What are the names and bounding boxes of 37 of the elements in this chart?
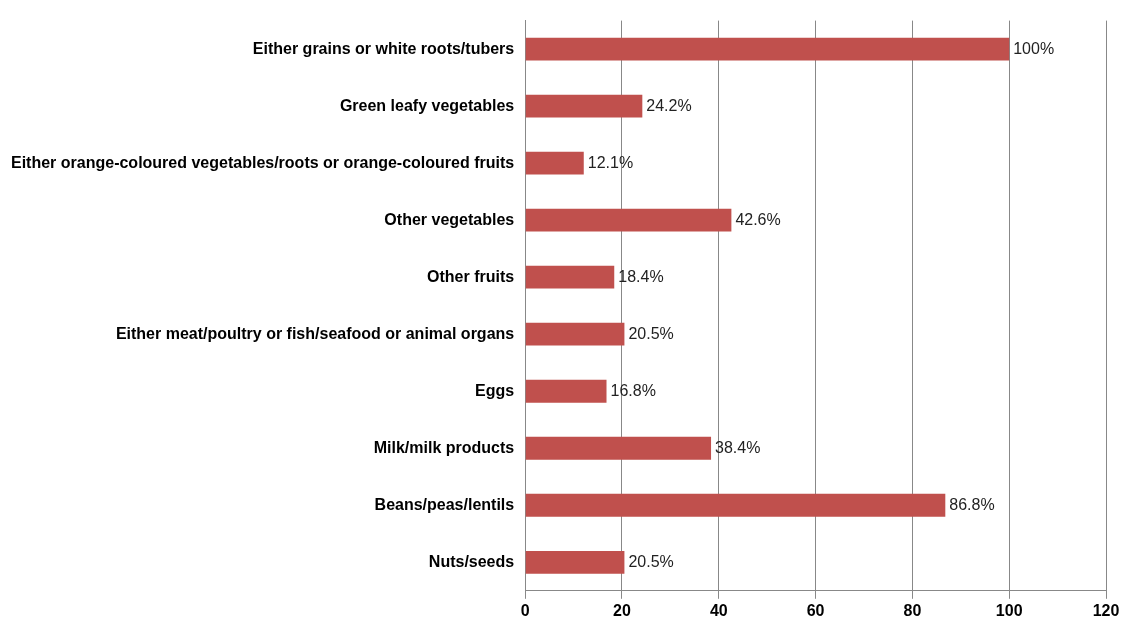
y-tick-label: Other fruits (427, 267, 515, 285)
y-tick-label: Other vegetables (384, 210, 515, 228)
x-tick-label: 20 (613, 601, 631, 619)
y-tick-label: Either meat/poultry or fish/seafood or animal organs (115, 324, 515, 342)
data-label: 12.1% (587, 153, 634, 171)
bar (525, 379, 607, 403)
x-tick-label: 80 (903, 601, 922, 619)
x-tick-label: 0 (520, 601, 530, 619)
y-tick-label: Either grains or white roots/tubers (252, 39, 515, 57)
bar (525, 550, 625, 574)
bar (525, 151, 584, 175)
x-tick-label: 120 (1092, 601, 1120, 619)
y-tick-label: Beans/peas/lentils (374, 495, 515, 513)
x-tick-label: 40 (709, 601, 728, 619)
bar (525, 37, 1010, 61)
data-label: 16.8% (610, 381, 656, 399)
data-label: 38.4% (715, 438, 761, 456)
data-label: 20.5% (628, 552, 674, 570)
bar (525, 493, 946, 517)
y-tick-label: Green leafy vegetables (339, 96, 515, 114)
bar (525, 208, 732, 232)
data-label: 18.4% (618, 267, 664, 285)
bar (525, 265, 615, 289)
data-label: 20.5% (628, 324, 674, 342)
data-label: 100% (1013, 39, 1055, 57)
data-label: 42.6% (735, 210, 781, 228)
y-tick-label: Milk/milk products (373, 438, 515, 456)
bar (525, 322, 625, 346)
y-tick-label: Eggs (475, 381, 515, 399)
bar (525, 94, 643, 118)
bar (525, 436, 712, 460)
data-label: 86.8% (949, 495, 995, 513)
y-tick-label: Either orange-coloured vegetables/roots or orange-coloured fruits (10, 153, 515, 171)
y-tick-label: Nuts/seeds (428, 552, 515, 570)
data-label: 24.2% (646, 96, 692, 114)
x-tick-label: 100 (995, 601, 1023, 619)
x-tick-label: 60 (806, 601, 825, 619)
